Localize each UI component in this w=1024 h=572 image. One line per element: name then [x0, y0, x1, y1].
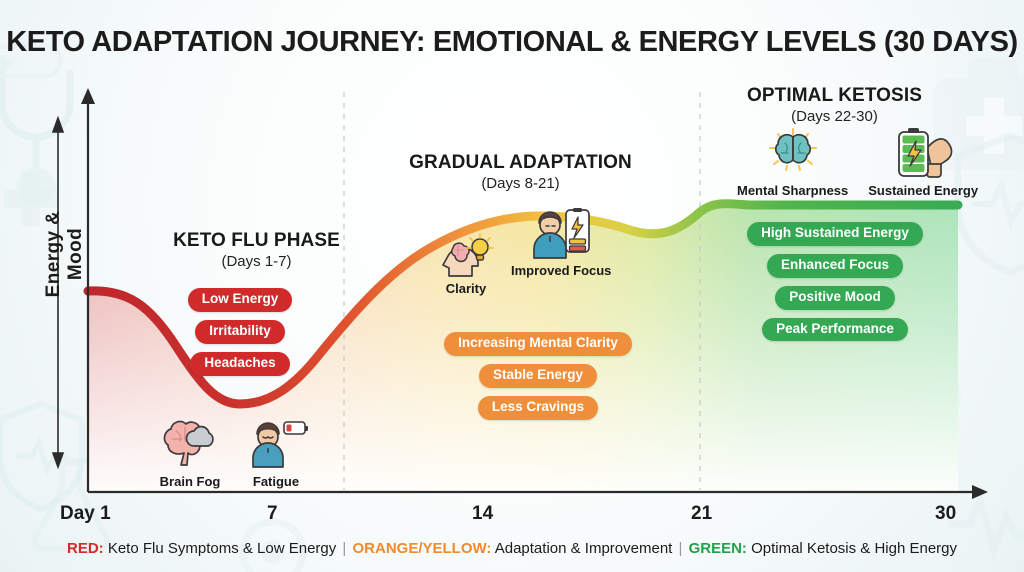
icon-caption-sustained-energy: Sustained Energy [868, 183, 979, 198]
pill-positive-mood[interactable]: Positive Mood [775, 285, 895, 310]
icon-group-gradual-adaptation: Clarity [437, 208, 611, 296]
legend-red-key: RED: [66, 540, 104, 557]
legend-green-text: Optimal Ketosis & High Energy [746, 540, 958, 557]
sustained-energy-icon [887, 126, 959, 180]
phase-subtitle-optimal-ketosis: (Days 22-30) [791, 108, 878, 125]
icon-caption-improved-focus: Improved Focus [511, 263, 612, 278]
phase-header-keto-flu: KETO FLU PHASE (Days 1-7) [119, 230, 394, 270]
legend-green-key: GREEN: [684, 540, 747, 557]
pill-list-keto-flu: Low Energy Irritability Headaches [150, 288, 330, 384]
brain-fog-icon [158, 415, 222, 471]
icon-item-brain-fog: Brain Fog [158, 415, 222, 489]
pill-headaches[interactable]: Headaches [190, 351, 290, 376]
page-title: KETO ADAPTATION JOURNEY: EMOTIONAL & ENE… [6, 26, 1018, 58]
icon-caption-fatigue: Fatigue [252, 474, 300, 489]
fatigue-icon [244, 415, 308, 471]
x-tick-day-7: 7 [267, 503, 278, 524]
improved-focus-icon [528, 208, 594, 260]
x-tick-day-1: Day 1 [60, 503, 111, 524]
icon-group-keto-flu: Brain Fog [158, 415, 308, 489]
pill-low-energy[interactable]: Low Energy [187, 288, 293, 312]
pill-list-optimal-ketosis: High Sustained Energy Enhanced Focus Pos… [743, 222, 927, 349]
icon-group-optimal-ketosis: Mental Sharpness Sustained Ener [737, 126, 978, 198]
icon-item-sustained-energy: Sustained Energy [868, 126, 978, 198]
phase-header-optimal-ketosis: OPTIMAL KETOSIS (Days 22-30) [712, 85, 957, 125]
pill-irritability[interactable]: Irritability [195, 319, 285, 344]
pill-enhanced-focus[interactable]: Enhanced Focus [766, 253, 904, 278]
x-tick-day-30: 30 [935, 503, 957, 524]
icon-item-fatigue: Fatigue [244, 415, 308, 489]
y-axis-label: Energy & Mood [43, 210, 86, 298]
x-tick-day-21: 21 [691, 503, 713, 524]
icon-item-mental-sharpness: Mental Sharpness [737, 126, 848, 198]
phase-subtitle-gradual-adaptation: (Days 8-21) [481, 175, 560, 192]
legend-orange-key: ORANGE/YELLOW: [348, 540, 492, 557]
pill-less-cravings[interactable]: Less Cravings [477, 395, 599, 420]
pill-list-gradual-adaptation: Increasing Mental Clarity Stable Energy … [428, 332, 648, 428]
icon-caption-mental-sharpness: Mental Sharpness [737, 183, 849, 198]
pill-peak-performance[interactable]: Peak Performance [762, 317, 908, 342]
legend-separator-2: | [678, 540, 683, 557]
color-legend: RED: Keto Flu Symptoms & Low Energy | OR… [0, 540, 1024, 557]
legend-orange-text: Adaptation & Improvement [491, 540, 677, 557]
icon-caption-clarity: Clarity [445, 281, 487, 296]
clarity-icon [437, 230, 495, 278]
x-tick-day-14: 14 [472, 503, 494, 524]
legend-red-text: Keto Flu Symptoms & Low Energy [103, 540, 341, 557]
phase-subtitle-keto-flu: (Days 1-7) [221, 253, 292, 270]
phase-header-gradual-adaptation: GRADUAL ADAPTATION (Days 8-21) [383, 152, 658, 192]
phase-title-gradual-adaptation: GRADUAL ADAPTATION [409, 152, 632, 173]
icon-item-clarity: Clarity [437, 208, 495, 296]
mental-sharpness-icon [764, 126, 822, 180]
pill-increasing-mental-clarity[interactable]: Increasing Mental Clarity [444, 332, 632, 356]
icon-item-improved-focus: Improved Focus [511, 208, 611, 278]
legend-separator-1: | [342, 540, 347, 557]
phase-title-keto-flu: KETO FLU PHASE [173, 230, 340, 251]
icon-caption-brain-fog: Brain Fog [159, 474, 221, 489]
pill-stable-energy[interactable]: Stable Energy [478, 363, 598, 388]
phase-title-optimal-ketosis: OPTIMAL KETOSIS [747, 85, 922, 106]
y-axis [81, 88, 95, 492]
pill-high-sustained-energy[interactable]: High Sustained Energy [747, 222, 923, 246]
